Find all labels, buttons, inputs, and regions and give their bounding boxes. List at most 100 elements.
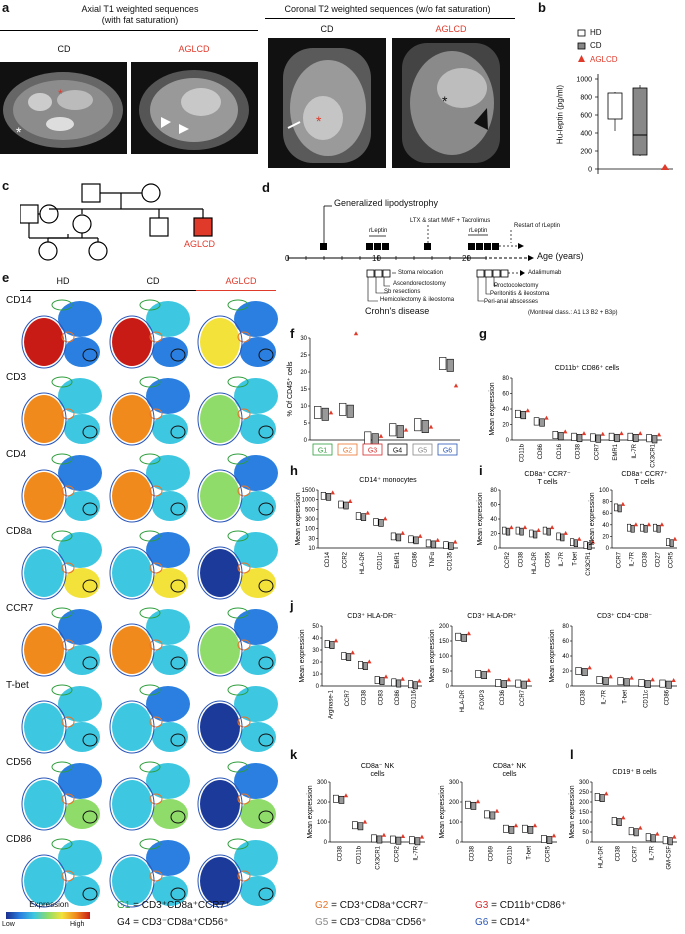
panel-i-letter: i bbox=[479, 463, 483, 478]
group-box bbox=[412, 443, 433, 456]
svg-text:*: * bbox=[58, 87, 63, 101]
tsne-gate-g2 bbox=[61, 793, 75, 805]
xtick-label: CD135 bbox=[447, 551, 453, 570]
tsne-row-label: CD4 bbox=[6, 449, 27, 460]
tsne-gate-g4 bbox=[170, 579, 186, 593]
ytick-label: 300 bbox=[449, 780, 460, 786]
panel-e-letter: e bbox=[2, 270, 10, 285]
xtick-label: CD11b bbox=[357, 845, 363, 864]
point-aglcd bbox=[587, 665, 592, 670]
ytick-label: 20 bbox=[490, 532, 497, 538]
ytick-label: 60 bbox=[502, 392, 509, 398]
tsne-gate-g2 bbox=[61, 639, 75, 651]
box-cd bbox=[558, 432, 564, 441]
group-legend-id: G6 bbox=[475, 917, 489, 928]
tsne-row-label: CD3 bbox=[6, 372, 27, 383]
point-aglcd bbox=[549, 525, 555, 530]
ytick-label: 300 bbox=[579, 780, 590, 786]
box-hd bbox=[503, 824, 509, 833]
tsne-gate-g1 bbox=[51, 761, 73, 773]
tsne-gate-g1 bbox=[227, 530, 249, 542]
tsne-row-label: T-bet bbox=[6, 680, 29, 691]
tsne-col-aglcd: AGLCD bbox=[225, 276, 257, 286]
chart-title-2: T cells bbox=[537, 479, 558, 486]
tsne-cluster-top bbox=[146, 455, 190, 491]
box-hd bbox=[614, 503, 619, 512]
ytick-label: 200 bbox=[579, 800, 590, 806]
xtick-label: CD11b bbox=[508, 845, 514, 864]
box-hd bbox=[455, 632, 462, 641]
ytick-label: 0 bbox=[304, 438, 308, 444]
tsne-gate-g2 bbox=[149, 793, 163, 805]
tsne-cluster-right bbox=[152, 414, 188, 444]
tsne-gate-g4 bbox=[82, 502, 98, 516]
xtick-label: CD116 bbox=[412, 689, 418, 708]
xtick-label: CX3CR1 bbox=[376, 845, 382, 869]
point-aglcd bbox=[403, 427, 409, 432]
box-cd bbox=[346, 653, 352, 661]
xtick-label: FOXP3 bbox=[480, 689, 486, 709]
box-hd bbox=[333, 794, 339, 803]
tsne-gate-g1 bbox=[139, 530, 161, 542]
leptin-ytick-label: 0 bbox=[588, 167, 592, 174]
point-aglcd bbox=[563, 429, 568, 434]
tsne-gate-g4 bbox=[170, 887, 186, 901]
chart-panel_h: CD14⁺ monocytes 10 30 100 300 500 1000 1500Mean… bbox=[295, 477, 458, 574]
tsne-cluster-left bbox=[24, 472, 64, 520]
tsne-divider bbox=[20, 290, 276, 291]
group-legend-item: G5 = CD3⁻CD8a⁻CD56⁺ bbox=[315, 917, 427, 928]
tsne-cluster-top bbox=[146, 840, 190, 876]
ytick-label: 0 bbox=[494, 546, 498, 552]
box-cd bbox=[519, 527, 524, 536]
tsne-cluster-right bbox=[152, 491, 188, 521]
box-hd bbox=[666, 538, 671, 546]
tsne-gate-g2 bbox=[61, 485, 75, 497]
box-hd bbox=[374, 676, 380, 684]
tsne-gate-g1 bbox=[51, 838, 73, 850]
chart-title: CD8a⁻ NK bbox=[361, 763, 395, 770]
box-cd bbox=[505, 527, 511, 536]
ylabel: Mean expression bbox=[477, 492, 484, 545]
tsne-cluster-right bbox=[64, 722, 100, 752]
point-aglcd bbox=[494, 808, 500, 813]
group-legend-id: G5 bbox=[315, 917, 329, 928]
ytick-label: 20 bbox=[300, 370, 307, 376]
tsne-col-cd: CD bbox=[146, 276, 160, 286]
leptin-chart: 0 200 400 600 800 1000 bbox=[576, 29, 673, 174]
tsne-gate-g6 bbox=[21, 546, 67, 600]
point-aglcd bbox=[378, 433, 384, 438]
box-cd bbox=[343, 501, 349, 510]
timeline-t10: 10 bbox=[372, 254, 381, 263]
point-aglcd bbox=[383, 516, 388, 521]
box-hd bbox=[608, 432, 615, 441]
box-hd bbox=[409, 836, 415, 845]
box-hd bbox=[390, 532, 396, 541]
tsne-map bbox=[109, 299, 190, 369]
box-cd bbox=[623, 678, 630, 687]
ytick-label: 40 bbox=[502, 407, 509, 413]
box-cd bbox=[430, 540, 437, 549]
box-hd bbox=[529, 529, 534, 538]
xtick-label: Arginase-1 bbox=[328, 689, 334, 719]
chart-title-2: cells bbox=[370, 771, 385, 778]
ylabel: Mean expression bbox=[489, 382, 496, 435]
box-cd bbox=[644, 680, 651, 688]
tsne-map bbox=[21, 607, 102, 677]
xtick-label: IL-7R bbox=[650, 845, 656, 860]
point-aglcd bbox=[604, 791, 609, 796]
tsne-gate-g1 bbox=[51, 376, 73, 388]
box-cd bbox=[329, 641, 335, 649]
tsne-row-label: CCR7 bbox=[6, 603, 34, 614]
box-cd bbox=[539, 418, 545, 427]
tsne-cluster-right bbox=[240, 722, 276, 752]
point-aglcd bbox=[608, 674, 613, 679]
panel-g-letter: g bbox=[479, 326, 487, 341]
xtick-label: CD83 bbox=[378, 689, 384, 705]
box-hd bbox=[352, 821, 358, 830]
tsne-cluster-left bbox=[112, 857, 152, 905]
tsne-map bbox=[109, 376, 190, 446]
point-aglcd bbox=[638, 431, 643, 436]
box-cd bbox=[481, 671, 487, 679]
tsne-map bbox=[197, 684, 278, 754]
leptin-legend-cd: CD bbox=[590, 41, 602, 50]
